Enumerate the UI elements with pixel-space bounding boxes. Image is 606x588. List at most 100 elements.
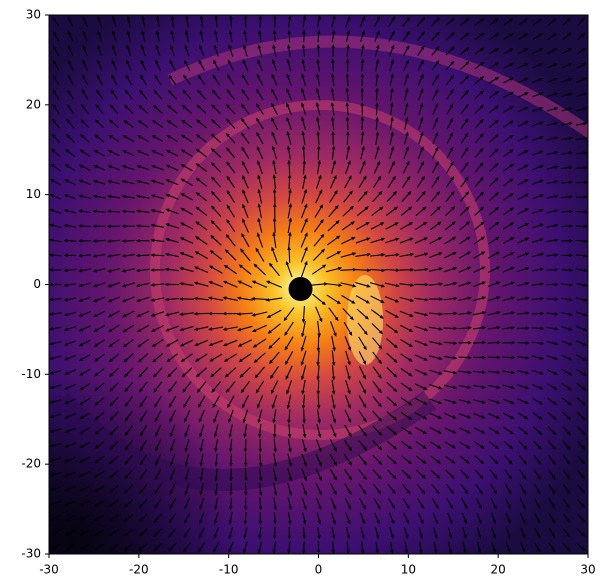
vector-arrow [271,380,279,393]
arrow-head [223,264,229,269]
arrow-head [346,145,351,150]
arrow-head [583,121,588,126]
arrow-head [581,547,586,551]
arrow-head [168,547,173,552]
vector-arrow [428,283,442,286]
arrow-head [301,405,306,410]
arrow-head [347,505,351,510]
arrow-head [141,44,145,50]
arrow-head [319,218,324,224]
vector-arrow [317,320,320,336]
arrow-head [222,342,228,347]
arrow-head [211,104,216,109]
arrow-head [126,59,130,64]
arrow-head [243,15,248,20]
arrow-head [273,520,277,525]
arrow-head [567,371,573,376]
y-tick-label: -10 [21,367,41,381]
arrow-head [363,446,368,451]
arrow-head [288,231,292,236]
arrow-head [583,239,588,243]
vector-arrow [345,365,350,379]
arrow-head [253,263,258,268]
arrow-head [566,533,571,538]
vector-arrow [330,161,336,175]
vector-arrow [288,233,291,249]
vector-arrow [195,282,209,287]
vector-arrow [269,351,280,363]
vector-arrow [330,424,336,437]
arrow-head [393,206,398,211]
arrow-head [449,146,454,152]
vector-arrow [372,381,382,392]
arrow-head [213,534,218,539]
arrow-head [97,30,101,35]
arrow-head [496,311,501,315]
arrow-head [434,519,438,525]
arrow-head [348,432,352,438]
arrow-head [92,224,97,229]
arrow-head [93,343,98,347]
arrow-head [179,252,184,256]
arrow-head [50,163,55,168]
arrow-head [154,74,158,79]
vector-arrow [399,296,413,302]
arrow-head [539,208,544,213]
x-tick-label: 0 [315,563,323,577]
arrow-head [509,91,515,96]
vector-arrow [286,380,293,393]
arrow-head [466,430,471,434]
vector-arrow [152,239,165,243]
arrow-head [49,194,55,198]
arrow-head [155,447,159,452]
arrow-head [224,249,229,254]
arrow-head [554,150,559,155]
arrow-head [135,224,140,228]
vector-arrow [258,409,263,422]
arrow-head [286,131,290,136]
arrow-head [109,104,114,109]
arrow-head [242,419,247,424]
arrow-head [347,418,352,424]
vector-arrow [152,325,164,332]
arrow-head [258,434,262,439]
arrow-head [316,549,321,554]
arrow-head [170,15,175,20]
arrow-head [347,404,351,409]
arrow-head [376,519,380,525]
arrow-head [122,328,127,333]
vector-arrow [270,366,279,378]
arrow-head [240,388,245,394]
arrow-head [581,47,587,52]
arrow-head [438,282,444,286]
arrow-head [180,164,185,168]
vector-arrow [345,350,351,364]
arrow-head [524,150,529,154]
arrow-head [525,281,530,286]
arrow-head [481,251,486,256]
arrow-head [316,116,320,121]
arrow-head [169,476,174,481]
arrow-head [286,73,290,78]
vector-arrow [254,338,267,348]
arrow-head [481,400,486,404]
arrow-head [213,433,218,438]
vector-arrow [331,365,335,379]
vector-arrow [166,268,180,272]
arrow-head [553,401,558,406]
arrow-head [539,194,544,198]
arrow-head [351,300,356,304]
arrow-head [478,519,482,525]
arrow-head [79,149,84,154]
arrow-head [123,518,128,522]
arrow-head [566,460,571,465]
arrow-head [408,343,414,348]
arrow-head [390,145,395,151]
arrow-head [507,519,511,524]
arrow-head [222,296,227,300]
arrow-head [404,102,409,107]
arrow-head [241,233,245,238]
arrow-head [318,447,322,453]
arrow-head [452,251,457,256]
vector-arrow [166,223,179,229]
